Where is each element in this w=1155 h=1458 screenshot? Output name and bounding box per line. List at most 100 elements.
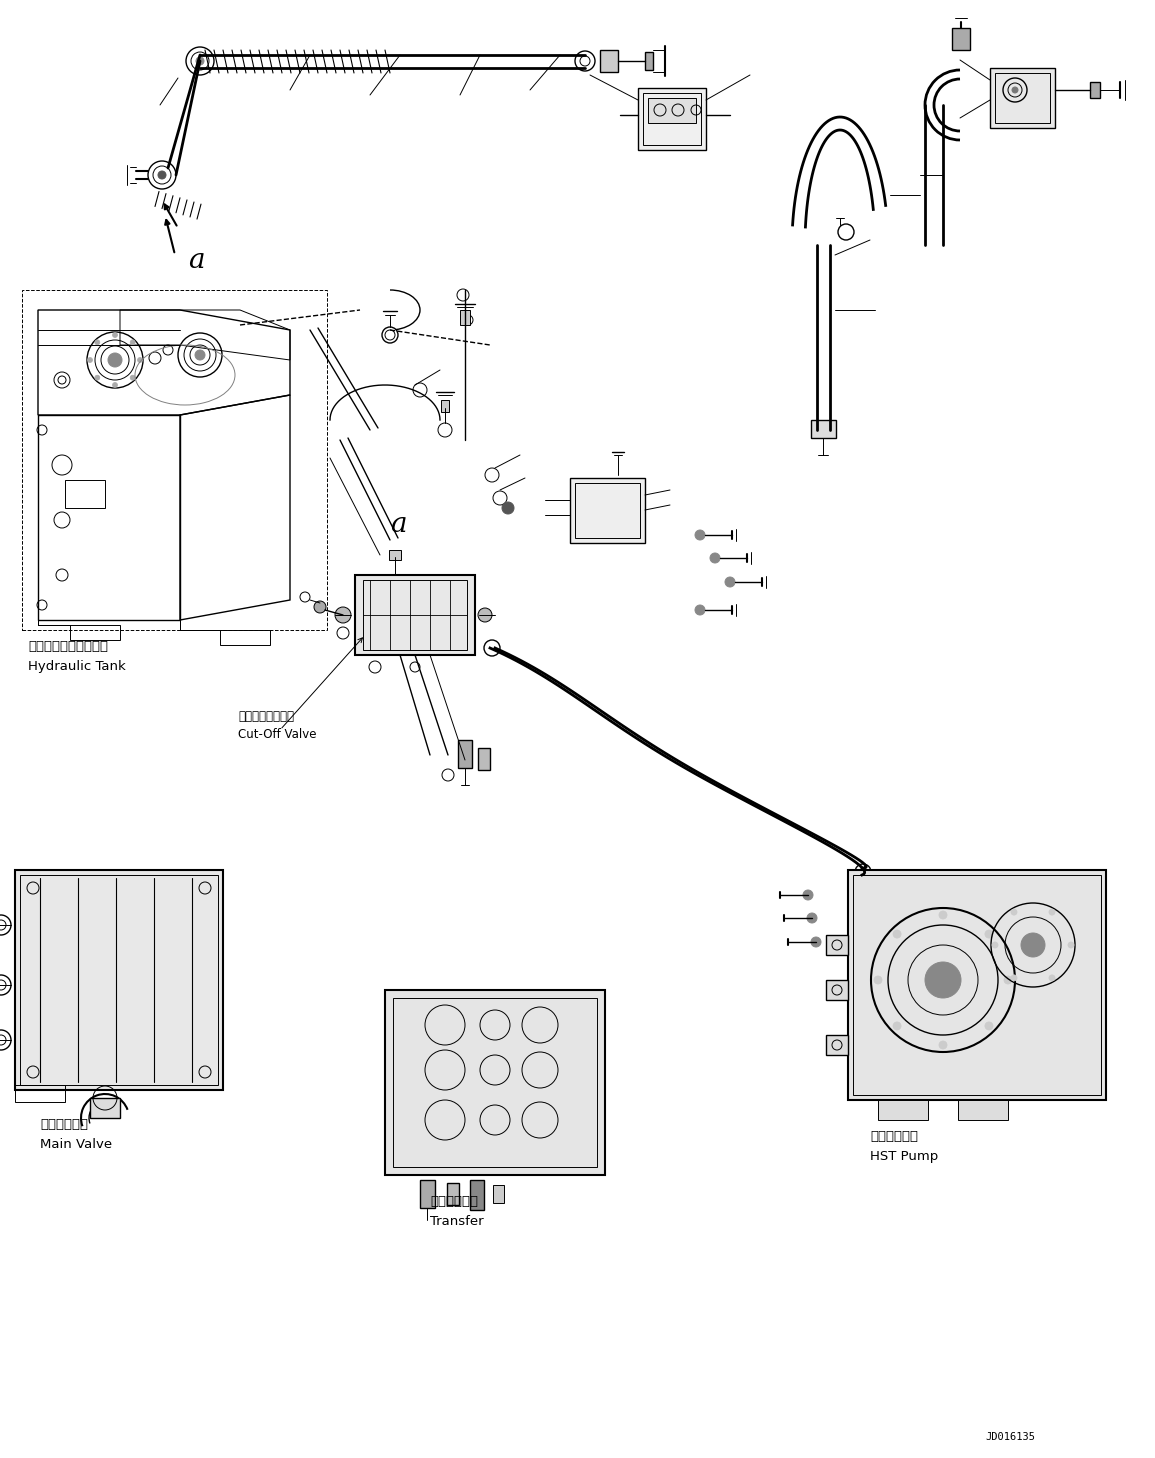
Circle shape (314, 601, 326, 612)
Bar (811, 420, 836, 437)
Circle shape (109, 353, 122, 367)
Bar (599, 50, 618, 71)
Circle shape (855, 865, 871, 881)
Circle shape (893, 1022, 901, 1029)
Bar (826, 935, 848, 955)
Text: ＨＳＴポンプ: ＨＳＴポンプ (870, 1130, 918, 1143)
Circle shape (985, 1022, 993, 1029)
Bar (15, 870, 223, 1091)
Circle shape (1012, 87, 1018, 93)
Circle shape (1068, 942, 1074, 948)
Circle shape (196, 57, 204, 66)
Circle shape (839, 225, 854, 241)
Circle shape (575, 51, 595, 71)
Bar (22, 290, 327, 630)
Circle shape (803, 889, 813, 900)
Circle shape (382, 327, 398, 343)
Text: a: a (188, 246, 204, 274)
Bar (638, 87, 706, 150)
Bar (420, 1180, 435, 1209)
Bar (65, 480, 105, 507)
Bar (441, 399, 449, 413)
Circle shape (95, 340, 99, 346)
Bar (648, 98, 696, 122)
Bar (90, 1098, 120, 1118)
Circle shape (131, 340, 135, 346)
Bar (470, 1180, 484, 1210)
Text: カットオフバルブ: カットオフバルブ (238, 710, 295, 723)
Text: HST Pump: HST Pump (870, 1150, 938, 1163)
Circle shape (88, 357, 92, 363)
Circle shape (112, 332, 118, 337)
Circle shape (725, 577, 735, 588)
Text: メインバルブ: メインバルブ (40, 1118, 88, 1131)
Circle shape (95, 375, 99, 381)
Bar (459, 741, 472, 768)
Circle shape (502, 502, 514, 515)
Text: Hydraulic Tank: Hydraulic Tank (28, 660, 126, 674)
Circle shape (485, 468, 499, 483)
Bar (848, 870, 1106, 1099)
Bar (854, 875, 1101, 1095)
Text: ハイドロリックタンク: ハイドロリックタンク (28, 640, 109, 653)
Circle shape (438, 423, 452, 437)
Bar (478, 748, 490, 770)
Circle shape (131, 375, 135, 381)
Bar (826, 1035, 848, 1056)
Text: Main Valve: Main Valve (40, 1139, 112, 1150)
Circle shape (1004, 975, 1012, 984)
Bar (952, 28, 970, 50)
Circle shape (1011, 975, 1018, 981)
Bar (355, 574, 475, 655)
Circle shape (1049, 910, 1055, 916)
Bar (493, 1185, 504, 1203)
Circle shape (195, 350, 204, 360)
Circle shape (710, 553, 720, 563)
Circle shape (893, 930, 901, 937)
Bar (363, 580, 467, 650)
Text: a: a (390, 510, 407, 538)
Circle shape (1049, 975, 1055, 981)
Circle shape (148, 160, 176, 190)
Bar (990, 69, 1055, 128)
Circle shape (992, 942, 998, 948)
Bar (994, 73, 1050, 122)
Circle shape (413, 383, 427, 397)
Bar (644, 52, 653, 70)
Circle shape (478, 608, 492, 623)
Bar (575, 483, 640, 538)
Circle shape (695, 605, 705, 615)
Text: Transfer: Transfer (430, 1215, 484, 1228)
Circle shape (925, 962, 961, 997)
Circle shape (112, 382, 118, 388)
Bar (957, 1099, 1008, 1120)
Circle shape (335, 607, 351, 623)
Circle shape (874, 975, 882, 984)
Circle shape (158, 171, 166, 179)
Bar (460, 311, 470, 325)
Bar (826, 980, 848, 1000)
Bar (20, 875, 218, 1085)
Circle shape (368, 660, 381, 674)
Text: Cut-Off Valve: Cut-Off Valve (238, 728, 316, 741)
Bar (571, 478, 644, 542)
Bar (389, 550, 401, 560)
Circle shape (1021, 933, 1045, 956)
Bar (1090, 82, 1100, 98)
Circle shape (186, 47, 214, 74)
Bar (393, 997, 597, 1166)
Text: トランスファ: トランスファ (430, 1196, 478, 1209)
Circle shape (484, 640, 500, 656)
Bar (385, 990, 605, 1175)
Bar (447, 1182, 459, 1204)
Circle shape (1011, 910, 1018, 916)
Circle shape (695, 531, 705, 539)
Circle shape (939, 1041, 947, 1048)
Circle shape (807, 913, 817, 923)
Circle shape (137, 357, 142, 363)
Circle shape (811, 937, 821, 948)
Circle shape (985, 930, 993, 937)
Bar (643, 93, 701, 144)
Circle shape (939, 911, 947, 919)
Circle shape (457, 289, 469, 300)
